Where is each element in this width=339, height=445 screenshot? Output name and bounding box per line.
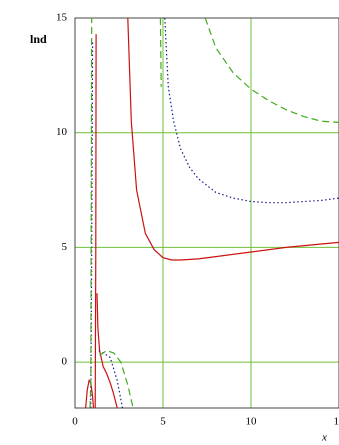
series-line — [89, 18, 339, 408]
y-axis-label: lnd — [30, 32, 47, 46]
y-tick-label: 10 — [56, 126, 68, 138]
y-tick-label: 5 — [62, 241, 68, 253]
x-tick-label: 15 — [334, 416, 339, 428]
plot-area — [85, 18, 339, 408]
x-tick-label: 10 — [246, 416, 258, 428]
x-tick-label: 0 — [72, 416, 78, 428]
x-tick-label: 5 — [160, 416, 166, 428]
plot-frame — [74, 17, 339, 409]
y-tick-label: 0 — [62, 356, 68, 368]
y-tick-label: 15 — [56, 12, 68, 24]
series-line — [90, 18, 339, 408]
x-axis-label: x — [321, 432, 327, 444]
series-line — [85, 18, 339, 408]
